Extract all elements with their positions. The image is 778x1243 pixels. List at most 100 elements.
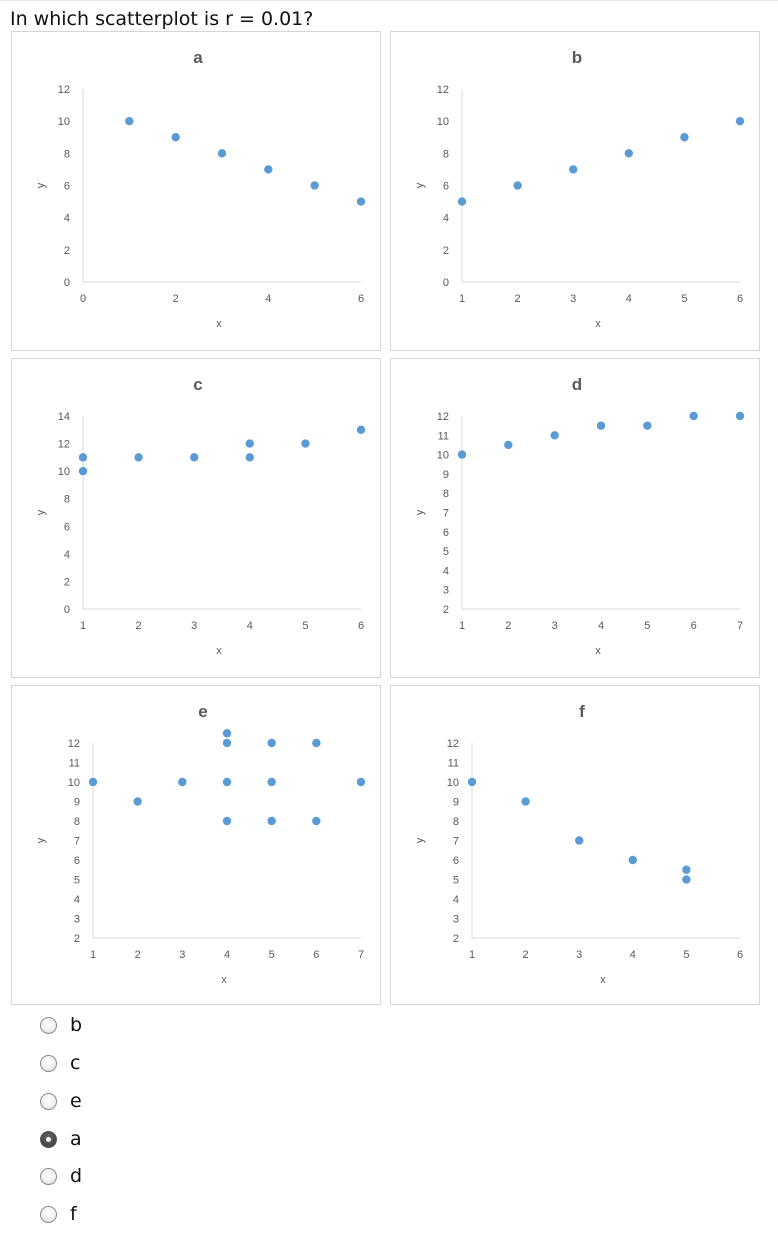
option-a[interactable]: a	[40, 1124, 240, 1154]
data-point	[222, 816, 232, 826]
y-tick-label: 8	[64, 494, 70, 506]
chart-title: e	[198, 702, 207, 721]
data-point	[575, 836, 584, 845]
data-point	[504, 440, 513, 450]
question-text: In which scatterplot is r = 0.01?	[10, 8, 314, 30]
data-point	[171, 133, 180, 142]
data-point	[312, 816, 321, 826]
chart-title: d	[572, 375, 582, 394]
chart-title: f	[579, 702, 585, 721]
y-tick-label: 3	[443, 585, 449, 597]
data-point	[467, 777, 477, 787]
radio-button[interactable]	[40, 1054, 57, 1072]
y-tick-label: 5	[74, 875, 80, 887]
data-point	[735, 411, 745, 421]
y-tick-label: 8	[74, 816, 80, 828]
y-tick-label: 4	[74, 894, 80, 906]
option-f[interactable]: f	[40, 1199, 240, 1229]
y-tick-label: 8	[443, 148, 449, 160]
chart-panel-d: d 2 3 4 5 6 7 8 9 10 11 12 1 2 3 4 5 6 7 x y	[390, 358, 760, 678]
y-tick-label: 6	[74, 855, 80, 867]
x-tick-label: 3	[191, 620, 197, 632]
y-tick-label: 3	[453, 914, 459, 926]
y-tick-label: 5	[453, 875, 459, 887]
y-tick-label: 6	[453, 855, 459, 867]
x-tick-label: 5	[681, 293, 687, 305]
x-tick-label: 3	[179, 949, 185, 961]
y-tick-label: 12	[437, 84, 449, 96]
x-tick-label: 4	[626, 293, 632, 305]
y-tick-label: 12	[58, 84, 70, 96]
y-tick-label: 12	[58, 439, 70, 451]
y-tick-label: 4	[453, 894, 459, 906]
data-point	[689, 411, 698, 421]
y-tick-label: 6	[443, 527, 449, 539]
x-tick-label: 2	[523, 949, 529, 961]
x-tick-label: 4	[598, 620, 604, 632]
radio-button[interactable]	[40, 1092, 57, 1110]
option-label: d	[70, 1165, 83, 1187]
y-tick-label: 0	[64, 277, 70, 289]
y-tick-label: 7	[453, 836, 459, 848]
radio-button[interactable]	[40, 1016, 57, 1034]
y-tick-label: 7	[443, 508, 449, 520]
y-axis-label: y	[35, 837, 47, 843]
y-tick-label: 5	[443, 546, 449, 558]
y-tick-label: 11	[438, 430, 449, 442]
x-tick-label: 6	[691, 620, 697, 632]
y-tick-label: 12	[447, 738, 459, 750]
y-tick-label: 4	[443, 213, 449, 225]
option-e[interactable]: e	[40, 1086, 240, 1116]
x-axis-label: x	[216, 645, 222, 657]
radio-button[interactable]	[40, 1130, 57, 1148]
data-point	[457, 197, 467, 206]
y-tick-label: 9	[74, 797, 80, 809]
y-axis-label: y	[414, 837, 426, 843]
x-tick-label: 2	[515, 293, 521, 305]
option-c[interactable]: c	[40, 1048, 240, 1078]
data-point	[550, 431, 559, 440]
y-tick-label: 7	[74, 836, 80, 848]
radio-button[interactable]	[40, 1205, 57, 1223]
x-tick-label: 1	[80, 620, 86, 632]
y-axis-label: y	[35, 182, 47, 188]
option-label: a	[70, 1128, 82, 1150]
data-point	[682, 875, 691, 884]
x-axis-label: x	[221, 974, 227, 986]
x-tick-label: 5	[269, 949, 275, 961]
x-tick-label: 2	[136, 620, 142, 632]
data-point	[133, 797, 142, 806]
data-point	[222, 738, 232, 748]
radio-button[interactable]	[40, 1167, 57, 1185]
y-tick-label: 2	[443, 245, 449, 257]
y-tick-label: 9	[443, 469, 449, 481]
option-label: e	[70, 1090, 82, 1112]
option-d[interactable]: d	[40, 1161, 240, 1191]
x-tick-label: 3	[570, 293, 576, 305]
option-b[interactable]: b	[40, 1010, 240, 1040]
y-tick-label: 12	[68, 738, 80, 750]
x-tick-label: 6	[737, 293, 743, 305]
data-point	[264, 165, 273, 174]
data-point	[513, 181, 522, 190]
y-tick-label: 4	[64, 549, 70, 561]
data-point	[222, 777, 232, 787]
chart-panel-b: b 0 2 4 6 8 10 12 1 2 3 4 5 6 x y	[390, 31, 760, 351]
chart-title: a	[193, 48, 203, 67]
x-axis-label: x	[216, 318, 222, 330]
data-point	[356, 425, 366, 434]
y-tick-label: 10	[437, 116, 449, 128]
y-tick-label: 10	[68, 777, 80, 789]
y-tick-label: 2	[443, 604, 449, 616]
option-label: b	[70, 1014, 83, 1036]
y-tick-label: 8	[64, 148, 70, 160]
x-tick-label: 6	[358, 620, 364, 632]
data-point	[596, 421, 606, 430]
data-point	[267, 738, 276, 748]
data-point	[682, 865, 691, 874]
data-point	[267, 777, 276, 787]
data-point	[457, 450, 467, 459]
y-tick-label: 8	[443, 488, 449, 500]
